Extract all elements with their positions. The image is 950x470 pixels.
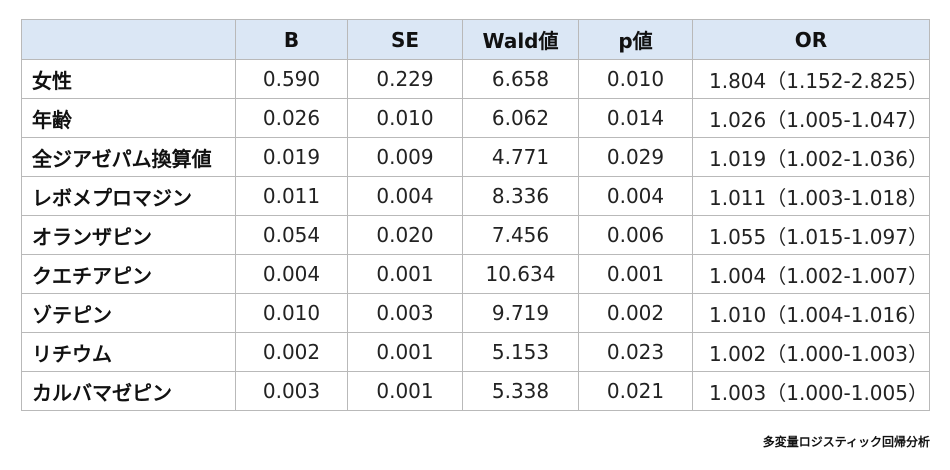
- row-label: レボメプロマジン: [21, 176, 236, 216]
- cell-wald: 4.771: [462, 137, 579, 177]
- cell-b: 0.004: [235, 254, 348, 294]
- cell-b: 0.002: [235, 332, 348, 372]
- table-row: 女性 0.590 0.229 6.658 0.010 1.804（1.152-2…: [21, 59, 930, 99]
- cell-p: 0.023: [578, 332, 693, 372]
- cell-se: 0.009: [347, 137, 463, 177]
- cell-p: 0.029: [578, 137, 693, 177]
- cell-or: 1.004（1.002-1.007）: [692, 254, 930, 294]
- cell-b: 0.026: [235, 98, 348, 138]
- cell-wald: 6.658: [462, 59, 579, 99]
- header-corner-cell: [21, 19, 236, 60]
- row-label: リチウム: [21, 332, 236, 372]
- cell-wald: 8.336: [462, 176, 579, 216]
- header-p-value: p値: [578, 19, 693, 60]
- cell-or: 1.003（1.000-1.005）: [692, 371, 930, 411]
- header-or: OR: [692, 19, 930, 60]
- row-label: 年齢: [21, 98, 236, 138]
- table-header-row: B SE Wald値 p値 OR: [21, 19, 930, 60]
- table-body: 女性 0.590 0.229 6.658 0.010 1.804（1.152-2…: [21, 59, 930, 411]
- table-row: 年齢 0.026 0.010 6.062 0.014 1.026（1.005-1…: [21, 98, 930, 138]
- cell-wald: 7.456: [462, 215, 579, 255]
- row-label: 全ジアゼパム換算値: [21, 137, 236, 177]
- header-se: SE: [347, 19, 463, 60]
- cell-wald: 10.634: [462, 254, 579, 294]
- cell-p: 0.001: [578, 254, 693, 294]
- cell-se: 0.001: [347, 332, 463, 372]
- cell-p: 0.010: [578, 59, 693, 99]
- cell-or: 1.002（1.000-1.003）: [692, 332, 930, 372]
- row-label: カルバマゼピン: [21, 371, 236, 411]
- cell-se: 0.004: [347, 176, 463, 216]
- table-row: オランザピン 0.054 0.020 7.456 0.006 1.055（1.0…: [21, 215, 930, 255]
- results-table-container: B SE Wald値 p値 OR 女性 0.590 0.229 6.658 0.…: [21, 19, 930, 411]
- cell-or: 1.055（1.015-1.097）: [692, 215, 930, 255]
- cell-or: 1.019（1.002-1.036）: [692, 137, 930, 177]
- table-caption: 多変量ロジスティック回帰分析: [762, 435, 930, 449]
- cell-se: 0.010: [347, 98, 463, 138]
- row-label: オランザピン: [21, 215, 236, 255]
- cell-or: 1.010（1.004-1.016）: [692, 293, 930, 333]
- row-label: ゾテピン: [21, 293, 236, 333]
- cell-se: 0.001: [347, 371, 463, 411]
- cell-or: 1.026（1.005-1.047）: [692, 98, 930, 138]
- cell-wald: 5.338: [462, 371, 579, 411]
- table-row: ゾテピン 0.010 0.003 9.719 0.002 1.010（1.004…: [21, 293, 930, 333]
- cell-se: 0.003: [347, 293, 463, 333]
- cell-p: 0.002: [578, 293, 693, 333]
- cell-se: 0.229: [347, 59, 463, 99]
- table-row: クエチアピン 0.004 0.001 10.634 0.001 1.004（1.…: [21, 254, 930, 294]
- cell-b: 0.003: [235, 371, 348, 411]
- cell-p: 0.014: [578, 98, 693, 138]
- cell-b: 0.590: [235, 59, 348, 99]
- table-row: 全ジアゼパム換算値 0.019 0.009 4.771 0.029 1.019（…: [21, 137, 930, 177]
- cell-or: 1.804（1.152-2.825）: [692, 59, 930, 99]
- cell-b: 0.011: [235, 176, 348, 216]
- cell-b: 0.010: [235, 293, 348, 333]
- cell-b: 0.054: [235, 215, 348, 255]
- row-label: クエチアピン: [21, 254, 236, 294]
- cell-se: 0.020: [347, 215, 463, 255]
- table-row: カルバマゼピン 0.003 0.001 5.338 0.021 1.003（1.…: [21, 371, 930, 411]
- cell-b: 0.019: [235, 137, 348, 177]
- cell-wald: 6.062: [462, 98, 579, 138]
- table-row: レボメプロマジン 0.011 0.004 8.336 0.004 1.011（1…: [21, 176, 930, 216]
- table-row: リチウム 0.002 0.001 5.153 0.023 1.002（1.000…: [21, 332, 930, 372]
- header-wald: Wald値: [462, 19, 579, 60]
- cell-p: 0.021: [578, 371, 693, 411]
- cell-or: 1.011（1.003-1.018）: [692, 176, 930, 216]
- row-label: 女性: [21, 59, 236, 99]
- header-b: B: [235, 19, 348, 60]
- cell-se: 0.001: [347, 254, 463, 294]
- regression-results-table: B SE Wald値 p値 OR 女性 0.590 0.229 6.658 0.…: [21, 19, 930, 411]
- cell-p: 0.006: [578, 215, 693, 255]
- cell-wald: 9.719: [462, 293, 579, 333]
- cell-wald: 5.153: [462, 332, 579, 372]
- cell-p: 0.004: [578, 176, 693, 216]
